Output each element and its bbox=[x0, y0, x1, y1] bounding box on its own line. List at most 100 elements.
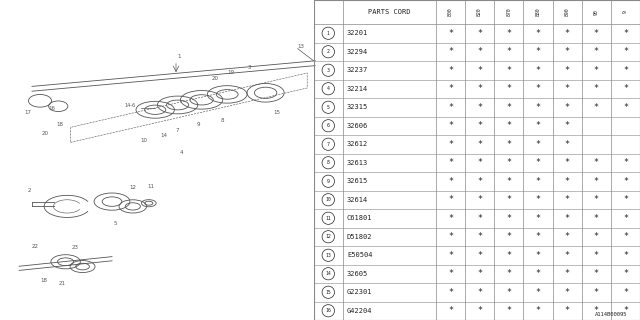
Text: *: * bbox=[536, 66, 541, 75]
Text: 820: 820 bbox=[477, 8, 482, 16]
Text: *: * bbox=[506, 269, 511, 278]
Text: 22: 22 bbox=[32, 244, 39, 249]
Text: 8: 8 bbox=[327, 160, 330, 165]
Text: *: * bbox=[536, 195, 541, 204]
Text: *: * bbox=[506, 195, 511, 204]
Text: 10: 10 bbox=[141, 138, 148, 143]
Text: 9: 9 bbox=[623, 11, 628, 13]
Text: *: * bbox=[506, 251, 511, 260]
Text: *: * bbox=[477, 158, 482, 167]
Text: 15: 15 bbox=[325, 290, 331, 295]
Text: 5: 5 bbox=[327, 105, 330, 110]
Text: *: * bbox=[506, 232, 511, 241]
Text: D51802: D51802 bbox=[347, 234, 372, 240]
Text: *: * bbox=[448, 66, 453, 75]
Text: *: * bbox=[477, 251, 482, 260]
Text: 4: 4 bbox=[179, 149, 182, 155]
Text: 32613: 32613 bbox=[347, 160, 368, 166]
Text: 14-6: 14-6 bbox=[125, 103, 136, 108]
Text: *: * bbox=[594, 84, 599, 93]
Text: *: * bbox=[506, 66, 511, 75]
Text: 19: 19 bbox=[227, 69, 234, 75]
Text: *: * bbox=[623, 269, 628, 278]
Text: *: * bbox=[536, 84, 541, 93]
Text: *: * bbox=[448, 195, 453, 204]
Text: 1: 1 bbox=[178, 54, 181, 59]
Text: 890: 890 bbox=[564, 8, 570, 16]
Text: *: * bbox=[564, 251, 570, 260]
Text: *: * bbox=[477, 103, 482, 112]
Text: 4: 4 bbox=[327, 86, 330, 91]
Text: 9: 9 bbox=[197, 122, 200, 127]
Text: *: * bbox=[623, 195, 628, 204]
Text: *: * bbox=[564, 195, 570, 204]
Text: *: * bbox=[623, 306, 628, 315]
Text: *: * bbox=[536, 288, 541, 297]
Text: *: * bbox=[564, 158, 570, 167]
Text: *: * bbox=[448, 103, 453, 112]
Text: *: * bbox=[448, 214, 453, 223]
Text: 16: 16 bbox=[48, 106, 55, 111]
Text: *: * bbox=[448, 288, 453, 297]
Text: *: * bbox=[564, 214, 570, 223]
Text: *: * bbox=[506, 121, 511, 130]
Text: *: * bbox=[448, 251, 453, 260]
Text: 10: 10 bbox=[325, 197, 331, 202]
Text: *: * bbox=[448, 306, 453, 315]
Text: *: * bbox=[564, 84, 570, 93]
Text: *: * bbox=[623, 29, 628, 38]
Text: *: * bbox=[506, 214, 511, 223]
Text: *: * bbox=[594, 103, 599, 112]
Text: 32606: 32606 bbox=[347, 123, 368, 129]
Text: *: * bbox=[623, 251, 628, 260]
Text: 20: 20 bbox=[42, 131, 49, 136]
Text: 800: 800 bbox=[448, 8, 453, 16]
Text: *: * bbox=[477, 47, 482, 56]
Text: 3: 3 bbox=[327, 68, 330, 73]
Text: *: * bbox=[594, 66, 599, 75]
Text: *: * bbox=[477, 29, 482, 38]
Text: *: * bbox=[477, 66, 482, 75]
Text: *: * bbox=[536, 214, 541, 223]
Text: 11: 11 bbox=[325, 216, 331, 221]
Text: *: * bbox=[564, 288, 570, 297]
Text: *: * bbox=[448, 140, 453, 149]
Text: 5: 5 bbox=[114, 221, 117, 226]
Text: 17: 17 bbox=[24, 109, 31, 115]
Text: *: * bbox=[536, 251, 541, 260]
Text: *: * bbox=[448, 121, 453, 130]
Text: *: * bbox=[448, 29, 453, 38]
Text: 2: 2 bbox=[27, 188, 31, 193]
Text: 32605: 32605 bbox=[347, 271, 368, 277]
Text: *: * bbox=[448, 232, 453, 241]
Text: 32294: 32294 bbox=[347, 49, 368, 55]
Text: 20: 20 bbox=[211, 76, 218, 81]
Text: *: * bbox=[536, 121, 541, 130]
Text: *: * bbox=[506, 306, 511, 315]
Text: *: * bbox=[564, 140, 570, 149]
Text: *: * bbox=[564, 103, 570, 112]
Text: *: * bbox=[623, 47, 628, 56]
Text: *: * bbox=[506, 29, 511, 38]
Text: *: * bbox=[448, 177, 453, 186]
Text: *: * bbox=[623, 232, 628, 241]
Text: *: * bbox=[623, 103, 628, 112]
Text: *: * bbox=[506, 47, 511, 56]
Text: 15: 15 bbox=[274, 109, 280, 115]
Text: 18: 18 bbox=[40, 278, 47, 283]
Text: 32614: 32614 bbox=[347, 197, 368, 203]
Text: 880: 880 bbox=[536, 8, 541, 16]
Text: *: * bbox=[564, 269, 570, 278]
Text: 32201: 32201 bbox=[347, 30, 368, 36]
Text: *: * bbox=[564, 306, 570, 315]
Text: 12: 12 bbox=[325, 234, 331, 239]
Text: *: * bbox=[594, 251, 599, 260]
Text: *: * bbox=[564, 177, 570, 186]
Text: *: * bbox=[477, 140, 482, 149]
Text: 7: 7 bbox=[327, 142, 330, 147]
Text: *: * bbox=[506, 84, 511, 93]
Text: 13: 13 bbox=[325, 253, 331, 258]
Text: PARTS CORD: PARTS CORD bbox=[368, 9, 411, 15]
Text: *: * bbox=[564, 47, 570, 56]
Text: *: * bbox=[623, 84, 628, 93]
